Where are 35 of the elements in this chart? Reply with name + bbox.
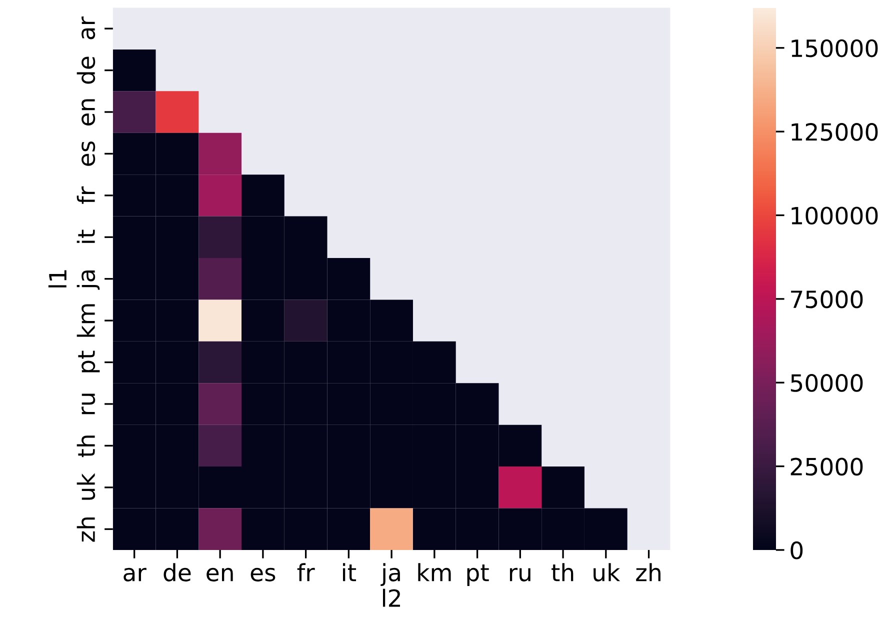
x-tick-label: fr (297, 563, 315, 582)
x-tick-label: it (343, 563, 356, 582)
y-tick-label: ja (76, 270, 100, 290)
x-tick-label: ja (380, 563, 400, 586)
y-tick-label: km (76, 304, 95, 337)
y-tick-label: zh (76, 517, 95, 542)
x-tick-label: en (206, 568, 233, 582)
color-bar-label: 25000 (790, 458, 863, 476)
y-tick-label: en (82, 99, 96, 126)
y-tick-label: th (76, 436, 95, 458)
color-bar-label: 100000 (792, 206, 878, 225)
y-tick-label: ar (82, 16, 96, 40)
color-bar-label: 150000 (792, 39, 878, 58)
y-tick-label: pt (78, 350, 100, 372)
x-tick-label: pt (467, 564, 489, 586)
y-axis-title: l1 (48, 270, 66, 288)
y-tick-label: uk (76, 473, 96, 500)
x-tick-label: es (250, 568, 276, 582)
y-tick-label: fr (76, 186, 95, 204)
x-tick-label: ar (124, 568, 146, 582)
x-tick-label: km (418, 563, 451, 582)
x-tick-label: ru (510, 568, 530, 582)
color-bar-label: 125000 (792, 123, 878, 141)
color-bar-label: 50000 (790, 374, 863, 392)
x-axis-title: l2 (382, 588, 400, 607)
x-tick-label: zh (636, 563, 660, 582)
y-tick-label: de (76, 56, 96, 84)
y-tick-label: es (82, 141, 96, 166)
y-tick-label: it (76, 230, 95, 243)
x-tick-label: de (164, 563, 191, 582)
color-bar-label: 0 (790, 541, 803, 560)
x-tick-label: uk (594, 563, 620, 582)
x-tick-label: th (552, 563, 574, 582)
color-bar-label: 75000 (791, 290, 863, 308)
y-tick-label: ru (82, 394, 96, 414)
